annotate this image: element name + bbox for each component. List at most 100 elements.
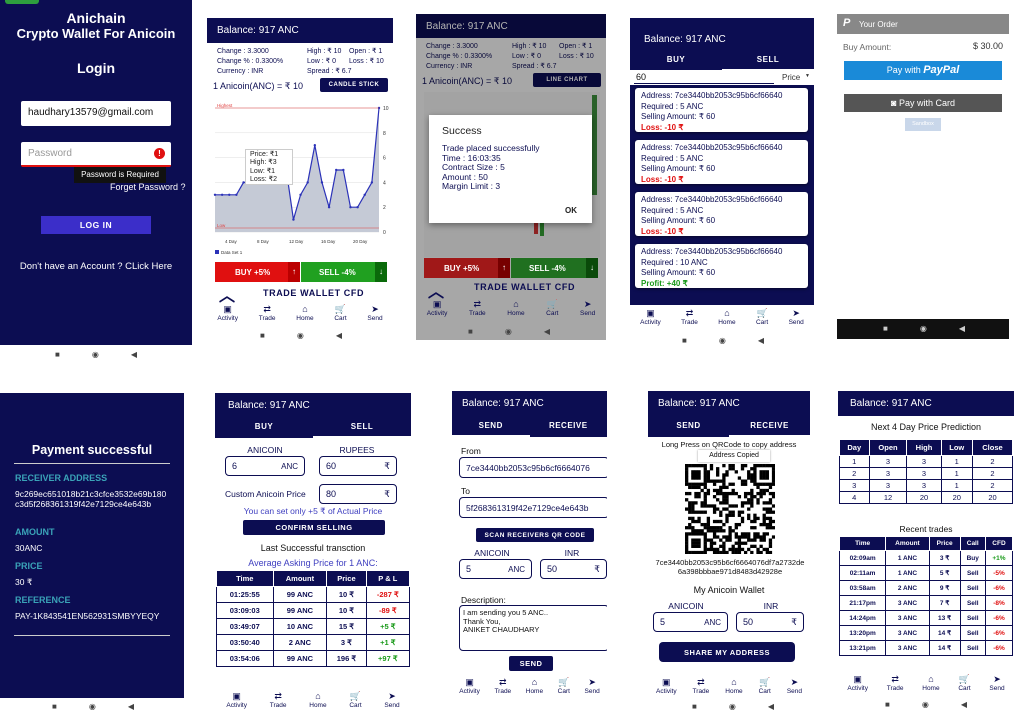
table-row[interactable]: 14:24pm 3 ANC 13 ₹ Sell -6% (838, 610, 1014, 626)
nav-home[interactable]: ⌂ Home (309, 692, 326, 710)
circle-icon[interactable]: ◉ (504, 327, 512, 336)
square-icon[interactable]: ■ (55, 350, 60, 359)
share-address-button[interactable]: SHARE MY ADDRESS (659, 642, 795, 662)
nav-trade[interactable]: ⇄ Trade (469, 300, 486, 318)
anicoin-input[interactable]: 5 ANC (653, 612, 728, 632)
anicoin-input[interactable]: 6 ANC (225, 456, 305, 476)
inr-input[interactable]: 50 ₹ (736, 612, 804, 632)
signup-link[interactable]: Don't have an Account ? CLick Here (19, 261, 173, 272)
nav-trade[interactable]: ⇄ Trade (494, 678, 511, 696)
tab-send[interactable]: SEND (676, 421, 701, 430)
nav-activity[interactable]: ▣ Activity (217, 305, 238, 323)
table-row[interactable]: 13:21pm 3 ANC 14 ₹ Sell -6% (838, 640, 1014, 656)
login-button[interactable]: LOG IN (41, 216, 151, 234)
nav-activity[interactable]: ▣ Activity (847, 675, 868, 693)
rupees-input[interactable]: 60 ₹ (319, 456, 397, 476)
nav-send[interactable]: ➤ Send (989, 675, 1004, 693)
nav-cart[interactable]: 🛒 Cart (958, 675, 970, 693)
back-icon[interactable]: ◀ (335, 331, 342, 340)
line-chart-button[interactable]: LINE CHART (533, 73, 601, 87)
nav-cart[interactable]: 🛒 Cart (546, 300, 558, 318)
nav-send[interactable]: ➤ Send (789, 309, 804, 327)
tab-buy[interactable]: BUY (666, 55, 686, 64)
circle-icon[interactable]: ◉ (88, 702, 96, 711)
table-row[interactable]: 03:54:06 99 ANC 196 ₹ +97 ₹ (216, 650, 411, 667)
tab-receive[interactable]: RECEIVE (548, 421, 588, 430)
square-icon[interactable]: ■ (468, 327, 473, 336)
nav-trade[interactable]: ⇄ Trade (887, 675, 904, 693)
search-input[interactable]: 60 (636, 72, 647, 82)
ok-button[interactable]: OK (565, 206, 577, 215)
price-line-chart[interactable]: Low Highest 10 8 6 4 2 0 4 Day 8 Day 12 Day 16 D… (207, 100, 393, 260)
square-icon[interactable]: ■ (682, 336, 687, 345)
back-icon[interactable]: ◀ (543, 327, 550, 336)
nav-trade[interactable]: ⇄ Trade (681, 309, 698, 327)
confirm-selling-button[interactable]: CONFIRM SELLING (243, 520, 385, 535)
table-row[interactable]: 03:50:40 2 ANC 3 ₹ +1 ₹ (216, 634, 411, 651)
back-icon[interactable]: ◀ (767, 702, 774, 711)
table-row[interactable]: 02:09am 1 ANC 3 ₹ Buy +1% (838, 550, 1014, 566)
list-item[interactable]: Address: 7ce3440bb2053c95b6cf66640 Requir… (635, 88, 808, 132)
table-row[interactable]: 13:20pm 3 ANC 14 ₹ Sell -6% (838, 625, 1014, 641)
password-field[interactable]: Password ! (21, 142, 171, 167)
paypal-button[interactable]: Pay with PayPal (844, 61, 1002, 80)
card-button[interactable]: ◙ Pay with Card (844, 94, 1002, 112)
tab-sell[interactable]: SELL (722, 50, 814, 71)
nav-cart[interactable]: 🛒 Cart (558, 678, 570, 696)
square-icon[interactable]: ■ (692, 702, 697, 711)
sort-dropdown[interactable]: Price (782, 73, 801, 82)
back-icon[interactable]: ◀ (127, 702, 134, 711)
list-item[interactable]: Address: 7ce3440bb2053c95b6cf66640 Requir… (635, 244, 808, 288)
back-icon[interactable]: ◀ (757, 336, 764, 345)
tab-sell[interactable]: SELL (313, 417, 411, 438)
nav-home[interactable]: ⌂ Home (507, 300, 524, 318)
custom-price-input[interactable]: 80 ₹ (319, 484, 397, 504)
circle-icon[interactable]: ◉ (921, 700, 929, 709)
table-row[interactable]: 01:25:55 99 ANC 10 ₹ -287 ₹ (216, 586, 411, 603)
sell-button[interactable]: SELL -4% ↓ (511, 258, 598, 278)
back-icon[interactable]: ◀ (960, 700, 967, 709)
send-button[interactable]: SEND (509, 656, 553, 671)
table-row[interactable]: 03:09:03 99 ANC 10 ₹ -89 ₹ (216, 602, 411, 619)
nav-trade[interactable]: ⇄ Trade (693, 678, 710, 696)
nav-activity[interactable]: ▣ Activity (427, 300, 448, 318)
nav-send[interactable]: ➤ Send (384, 692, 399, 710)
nav-home[interactable]: ⌂ Home (526, 678, 543, 696)
nav-activity[interactable]: ▣ Activity (226, 692, 247, 710)
nav-cart[interactable]: 🛒 Cart (349, 692, 361, 710)
sell-button[interactable]: SELL -4% ↓ (301, 262, 387, 282)
back-icon[interactable]: ◀ (130, 350, 137, 359)
buy-button[interactable]: BUY +5% ↑ (215, 262, 300, 282)
nav-activity[interactable]: ▣ Activity (459, 678, 480, 696)
list-item[interactable]: Address: 7ce3440bb2053c95b6cf66640 Requir… (635, 192, 808, 236)
square-icon[interactable]: ■ (883, 324, 888, 333)
to-input[interactable]: 5f268361319f42e7129ce4e643b (459, 497, 607, 518)
nav-trade[interactable]: ⇄ Trade (259, 305, 276, 323)
description-input[interactable]: I am sending you 5 ANC.. Thank You, ANIK… (459, 605, 607, 651)
circle-icon[interactable]: ◉ (296, 331, 304, 340)
nav-home[interactable]: ⌂ Home (718, 309, 735, 327)
scan-qr-button[interactable]: SCAN RECEIVERS QR CODE (476, 528, 594, 542)
nav-send[interactable]: ➤ Send (787, 678, 802, 696)
tab-buy[interactable]: BUY (254, 422, 274, 431)
nav-send[interactable]: ➤ Send (367, 305, 382, 323)
nav-cart[interactable]: 🛒 Cart (334, 305, 346, 323)
tab-receive[interactable]: RECEIVE (729, 416, 810, 437)
inr-input[interactable]: 50 ₹ (540, 559, 607, 579)
circle-icon[interactable]: ◉ (91, 350, 99, 359)
circle-icon[interactable]: ◉ (718, 336, 726, 345)
nav-home[interactable]: ⌂ Home (725, 678, 742, 696)
qr-code[interactable] (685, 464, 775, 554)
nav-trade[interactable]: ⇄ Trade (270, 692, 287, 710)
anicoin-input[interactable]: 5 ANC (459, 559, 532, 579)
table-row[interactable]: 03:58am 2 ANC 9 ₹ Sell -6% (838, 580, 1014, 596)
square-icon[interactable]: ■ (885, 700, 890, 709)
nav-cart[interactable]: 🛒 Cart (759, 678, 771, 696)
nav-activity[interactable]: ▣ Activity (656, 678, 677, 696)
nav-send[interactable]: ➤ Send (580, 300, 595, 318)
circle-icon[interactable]: ◉ (919, 324, 927, 333)
circle-icon[interactable]: ◉ (728, 702, 736, 711)
forgot-password-link[interactable]: Forget Password ? (110, 182, 186, 192)
nav-home[interactable]: ⌂ Home (296, 305, 313, 323)
back-icon[interactable]: ◀ (958, 324, 965, 333)
